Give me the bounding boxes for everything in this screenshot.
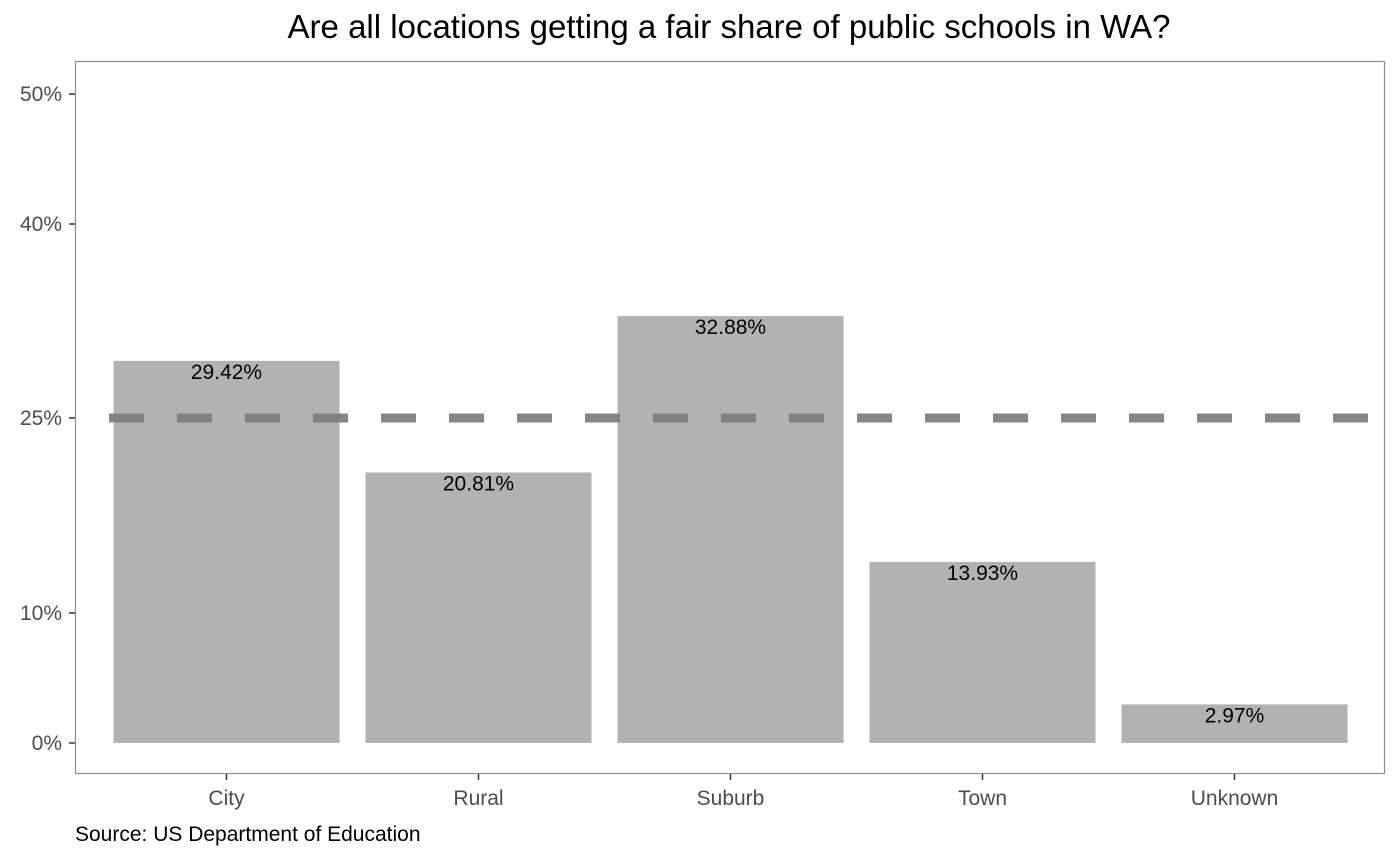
x-tick-label: Suburb: [697, 787, 765, 810]
x-axis: City Rural Suburb Town Unknown: [208, 774, 1278, 810]
panel-border: [74, 60, 1386, 775]
y-tick-label: 40%: [20, 213, 62, 236]
bars-group: [113, 316, 1348, 743]
y-tick-label: 25%: [20, 407, 62, 430]
y-tick-label: 10%: [20, 602, 62, 625]
bar-city: [113, 360, 340, 743]
bar-value-label: 2.97%: [1205, 704, 1265, 727]
bar-value-label: 29.42%: [191, 361, 262, 384]
y-tick-label: 0%: [32, 732, 62, 755]
x-tick-label: City: [208, 787, 245, 810]
x-tick-label: Unknown: [1191, 787, 1279, 810]
bar-value-label: 13.93%: [947, 562, 1018, 585]
chart-title: Are all locations getting a fair share o…: [287, 8, 1171, 45]
bar-unknown: [1121, 704, 1348, 743]
bar-town: [869, 561, 1096, 743]
y-axis: 0% 10% 25% 40% 50%: [20, 83, 75, 755]
bar-labels-group: 29.42% 20.81% 32.88% 13.93% 2.97%: [191, 316, 1264, 727]
x-tick-label: Rural: [453, 787, 503, 810]
y-tick-label: 50%: [20, 83, 62, 106]
bar-suburb: [617, 316, 844, 743]
chart-caption: Source: US Department of Education: [75, 823, 421, 846]
x-tick-label: Town: [958, 787, 1007, 810]
bar-rural: [365, 472, 592, 743]
bar-value-label: 20.81%: [443, 472, 514, 495]
bar-value-label: 32.88%: [695, 316, 766, 339]
